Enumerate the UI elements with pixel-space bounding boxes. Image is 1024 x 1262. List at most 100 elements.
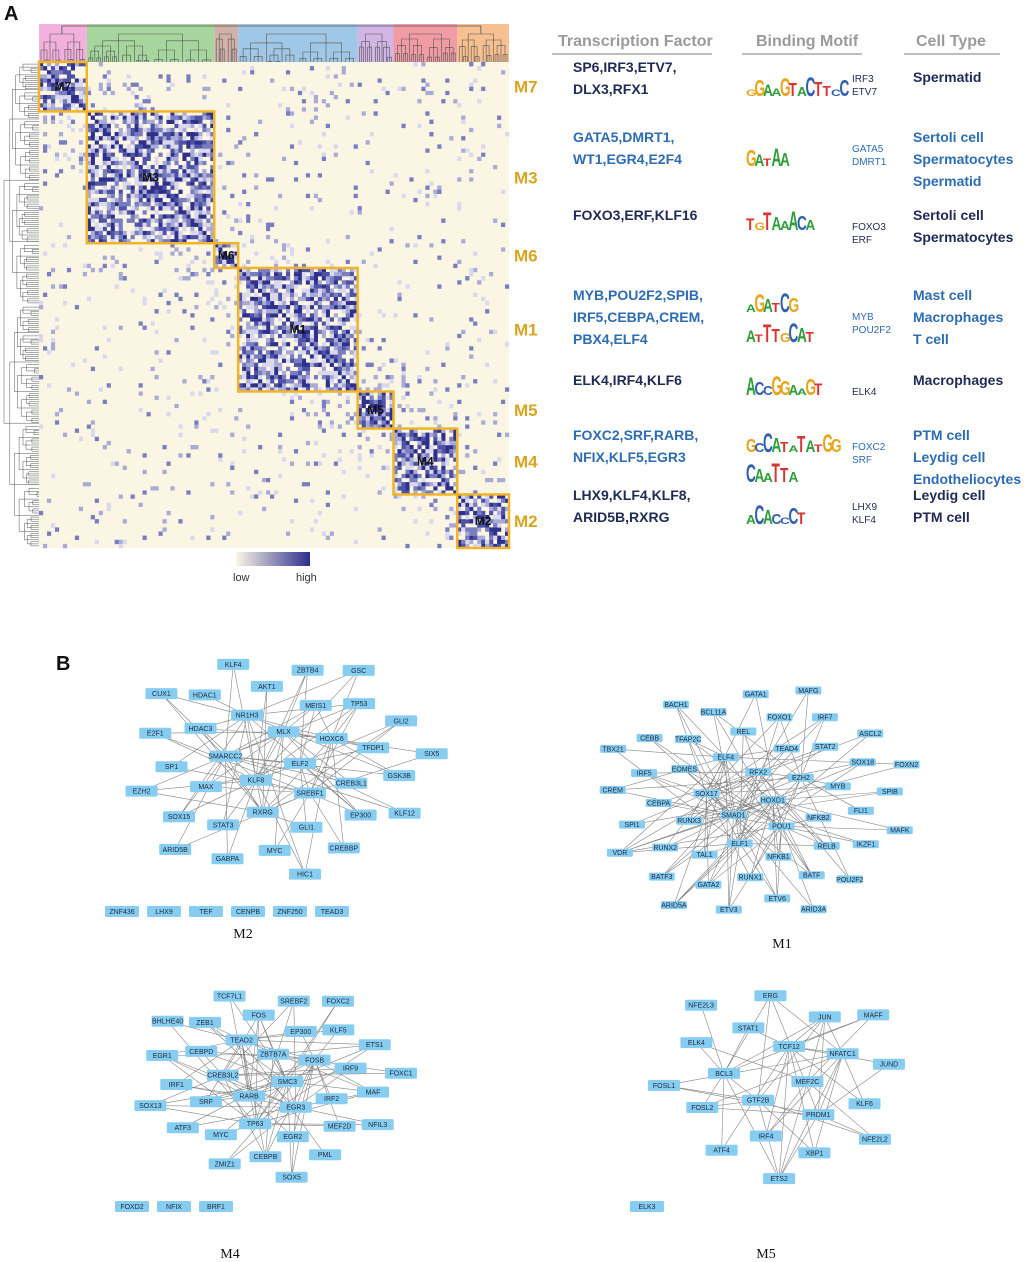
- node-label: STAT2: [815, 744, 836, 751]
- motif-tf-label: LHX9: [852, 502, 877, 513]
- network-node: TFDP1: [357, 742, 390, 754]
- motif-letter: T: [755, 332, 764, 344]
- node-label: NFKB2: [807, 815, 830, 822]
- network-m2: ELF2 KLF8 MLX SREBF1 SMARCC2 HOXC6 RXRG NR1H3 CR…: [105, 658, 448, 942]
- network-node: AKT1: [250, 680, 283, 692]
- network-node: EGR3: [279, 1101, 312, 1113]
- node-label: FOXC1: [389, 1071, 412, 1078]
- motif-letter: T: [763, 321, 771, 348]
- node-label: NFE2L3: [688, 1003, 714, 1010]
- network-node: ETS2: [763, 1173, 796, 1185]
- node-box: [648, 872, 675, 881]
- node-label: GLI2: [394, 718, 409, 725]
- motif-letter: G: [746, 89, 757, 98]
- motif-letter: A: [755, 152, 765, 171]
- node-label: E2F1: [147, 731, 164, 738]
- node-box: [606, 848, 633, 857]
- motif-letter: G: [746, 436, 757, 457]
- motif-letter: T: [797, 431, 806, 456]
- network-node: FOSB: [298, 1054, 331, 1066]
- node-box: [730, 727, 757, 736]
- motif-letter: A: [806, 218, 816, 235]
- node-box: [134, 1100, 167, 1112]
- node-label: RELB: [818, 843, 837, 850]
- legend-low: low: [233, 572, 250, 584]
- node-label: TFAP2C: [675, 737, 701, 744]
- node-label: MAF: [366, 1090, 381, 1097]
- node-box: [886, 826, 913, 835]
- network-node: IRF4: [749, 1130, 782, 1142]
- node-label: ZNF436: [109, 909, 134, 916]
- node-box: [242, 1009, 275, 1021]
- network-node: BACH1: [663, 700, 689, 709]
- motif-letter: T: [814, 381, 823, 400]
- node-box: [291, 664, 324, 676]
- network-node: KLF4: [217, 658, 250, 670]
- node-box: [631, 769, 658, 778]
- network-m4: SMC3 RARB ZBTB7A EGR3 CREB3L2 FOSB TP63 TEAD2 IR…: [115, 990, 417, 1262]
- node-box: [388, 807, 421, 819]
- node-box: [652, 843, 679, 852]
- motif-letter: G: [755, 75, 766, 100]
- node-box: [184, 722, 217, 734]
- node-label: ELF1: [731, 841, 748, 848]
- cell-type-label: PTM cell: [913, 427, 970, 443]
- cell-type-label: Macrophages: [913, 309, 1003, 325]
- network-node: CEBPD: [185, 1045, 218, 1057]
- motif-letter: T: [797, 510, 806, 529]
- dendro-left-branches: [3, 63, 39, 547]
- node-label: TP63: [247, 1121, 264, 1128]
- node-label: SMC3: [278, 1079, 298, 1086]
- isolated-node: LHX9: [147, 906, 181, 917]
- node-label: ARID5A: [661, 903, 687, 910]
- network-node: SMAD1: [720, 810, 747, 819]
- module-boxes: M7 M3 M6 M1 M5 M4 M2: [37, 60, 511, 550]
- network-m5: MEF2C GTF2B TCF12 PRDM1 BCL3 NFATC1 IRF4 STAT1 K…: [630, 990, 905, 1262]
- node-label: PRDM1: [806, 1112, 831, 1119]
- motif-tf-label: IRF3: [852, 74, 874, 85]
- network-node: EZH2: [125, 785, 158, 797]
- node-box: [315, 906, 349, 917]
- motif-letter: C: [746, 461, 756, 488]
- module-side-label-m1: M1: [514, 321, 538, 340]
- motif-letter: C: [831, 89, 841, 98]
- node-box: [759, 796, 786, 804]
- node-label: SRF: [199, 1099, 213, 1106]
- network-node: NFE2L3: [685, 999, 718, 1011]
- node-box: [798, 1147, 831, 1159]
- node-box: [163, 811, 195, 823]
- node-box: [680, 1037, 713, 1049]
- network-node: BCL11A: [700, 708, 727, 716]
- motif-letter: A: [763, 470, 773, 484]
- tf-list-line: IRF5,CEBPA,CREM,: [573, 309, 704, 325]
- node-label: ELK3: [638, 1204, 655, 1211]
- node-box: [208, 1158, 241, 1170]
- module-box-m2: [455, 493, 511, 550]
- isolated-node: BRF1: [199, 1201, 233, 1212]
- network-node: ELF1: [726, 839, 753, 848]
- network-node: E2F1: [139, 727, 172, 739]
- motif-letter: T: [814, 77, 823, 101]
- module-side-label-m5: M5: [514, 401, 538, 420]
- node-box: [299, 699, 332, 711]
- node-label: KLF4: [225, 662, 242, 669]
- node-box: [686, 1102, 719, 1113]
- module-box-label-m5: M5: [367, 403, 384, 417]
- node-box: [239, 1118, 272, 1130]
- node-box: [791, 1076, 824, 1088]
- motif-letter: G: [780, 75, 791, 102]
- node-label: EZH2: [792, 775, 810, 782]
- node-box: [315, 1093, 348, 1105]
- cell-type-label: Leydig cell: [913, 449, 985, 465]
- node-box: [648, 1079, 680, 1091]
- node-label: NFATC1: [829, 1051, 855, 1058]
- network-node: TP63: [239, 1118, 272, 1130]
- node-box: [217, 658, 250, 670]
- node-label: CREB3L2: [207, 1073, 238, 1080]
- node-label: CREBBP: [329, 845, 358, 852]
- isolated-node: ELK3: [630, 1201, 664, 1212]
- motif-letter: C: [755, 440, 765, 454]
- network-node: EP300: [284, 1026, 317, 1037]
- motif-letter: A: [772, 433, 782, 457]
- node-label: AKT1: [258, 684, 276, 691]
